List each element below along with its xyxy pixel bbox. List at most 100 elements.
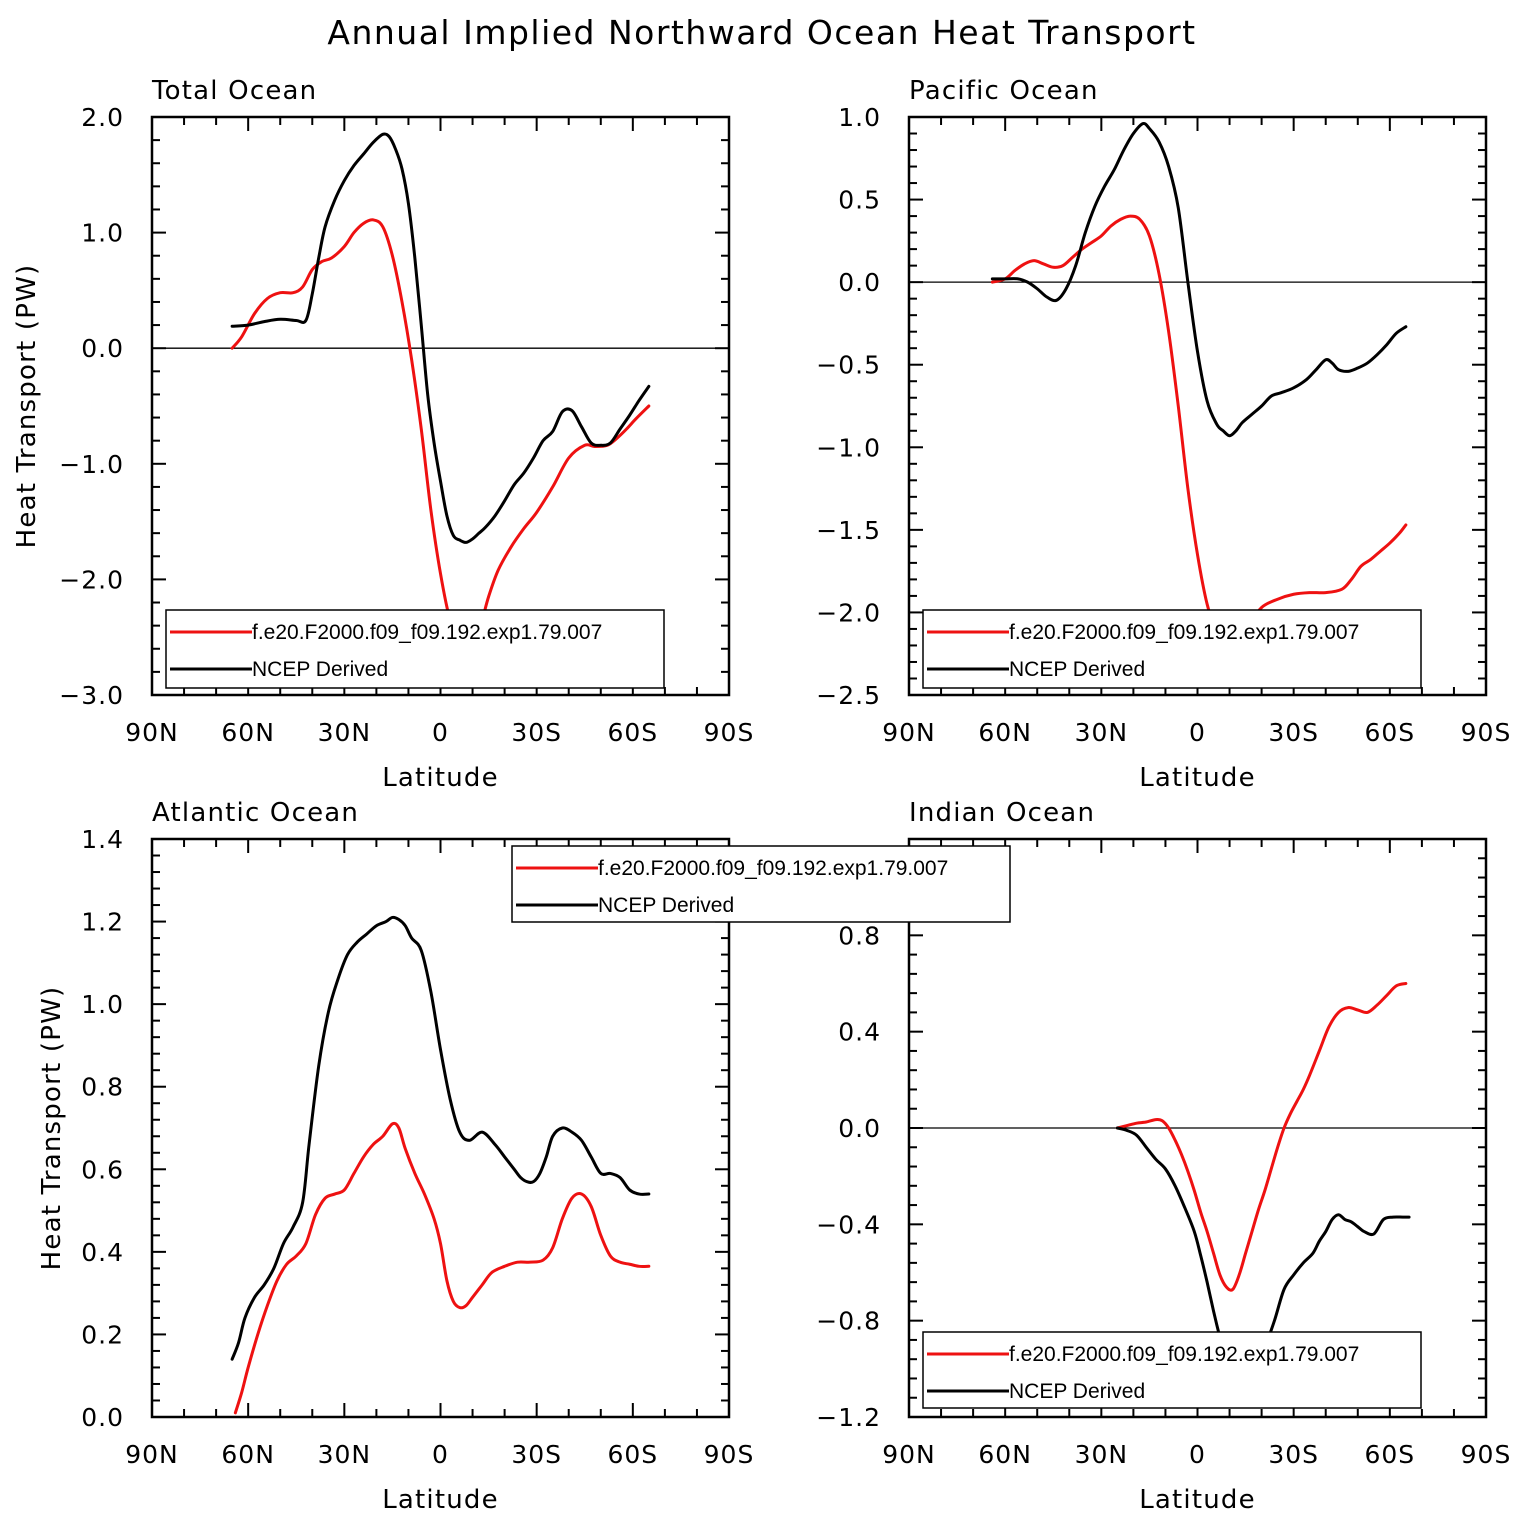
x-tick-label: 60N (978, 1440, 1032, 1469)
ncep-series-line-atlantic (230, 915, 651, 1361)
y-tick-label: 0.0 (81, 1403, 124, 1432)
x-axis-label-pacific: Latitude (1139, 763, 1256, 793)
y-tick-label: −1.5 (816, 516, 881, 545)
x-tick-label: 30S (1268, 1440, 1319, 1469)
x-tick-label: 90N (882, 718, 936, 747)
x-tick-label: 30N (1075, 718, 1129, 747)
x-tick-label: 30N (318, 718, 372, 747)
panel-title-indian: Indian Ocean (909, 798, 1095, 828)
legend-label-ncep: NCEP Derived (1009, 1380, 1145, 1403)
x-tick-label: 90S (1461, 718, 1512, 747)
legend-pacific: f.e20.F2000.f09_f09.192.exp1.79.007 NCEP … (922, 609, 1422, 689)
panel-title-pacific: Pacific Ocean (909, 76, 1099, 106)
legend-box (165, 609, 665, 689)
y-tick-label: 0.0 (838, 268, 881, 297)
y-tick-label: −0.5 (816, 351, 881, 380)
y-tick-label: 0.8 (838, 921, 881, 950)
x-tick-label: 60S (1364, 1440, 1415, 1469)
x-tick-label: 90S (704, 1440, 755, 1469)
y-tick-label: 1.0 (838, 103, 881, 132)
x-tick-label: 60N (221, 1440, 275, 1469)
y-tick-label: 0.2 (81, 1320, 124, 1349)
y-tick-label: −0.4 (816, 1210, 881, 1239)
chart-atlantic: Atlantic Ocean 90N 60N 30N 0 30S 60S 90S 0.0 0.2 0… (37, 798, 755, 1515)
x-tick-label: 60N (978, 718, 1032, 747)
y-axis-label-atlantic: Heat Transport (PW) (37, 986, 67, 1271)
y-tick-label: 0.0 (838, 1114, 881, 1143)
y-tick-label: 1.0 (81, 219, 124, 248)
legend-box (511, 845, 1011, 923)
y-tick-label: 2.0 (81, 103, 124, 132)
y-tick-label: 0.0 (81, 334, 124, 363)
x-tick-label: 90N (882, 1440, 936, 1469)
legend-total: f.e20.F2000.f09_f09.192.exp1.79.007 NCEP … (165, 609, 665, 689)
y-tick-label: −0.8 (816, 1307, 881, 1336)
y-tick-label: −1.0 (59, 450, 124, 479)
x-tick-label: 30S (511, 718, 562, 747)
ncep-series-line-pacific (990, 121, 1408, 438)
y-axis-label-total: Heat Transport (PW) (12, 264, 42, 549)
chart-total: Total Ocean 90N 60N 30N 0 30S 60S 90S −3.0 −2.0 −1… (12, 76, 755, 793)
legend-box (922, 609, 1422, 689)
x-tick-label: 0 (432, 718, 449, 747)
chart-panels: Total Ocean 90N 60N 30N 0 30S 60S 90S −3.0 −2.0 −1… (12, 76, 1512, 1515)
y-tick-label: 0.8 (81, 1073, 124, 1102)
y-tick-label: 0.4 (838, 1018, 881, 1047)
x-tick-label: 0 (1189, 718, 1206, 747)
x-tick-label: 30S (1268, 718, 1319, 747)
plot-frame-total (150, 115, 731, 697)
x-tick-label: 30S (511, 1440, 562, 1469)
legend-label-model: f.e20.F2000.f09_f09.192.exp1.79.007 (598, 857, 948, 880)
panel-title-total: Total Ocean (151, 76, 317, 106)
y-tick-label: −3.0 (59, 681, 124, 710)
x-tick-label: 60S (607, 1440, 658, 1469)
model-series-line-pacific (990, 214, 1408, 649)
legend-label-model: f.e20.F2000.f09_f09.192.exp1.79.007 (1009, 621, 1359, 644)
legend-box (922, 1331, 1422, 1409)
y-tick-label: 1.4 (81, 825, 124, 854)
x-axis-label-atlantic: Latitude (382, 1485, 499, 1515)
legend-label-model: f.e20.F2000.f09_f09.192.exp1.79.007 (252, 621, 602, 644)
model-series-line-atlantic (233, 1121, 651, 1415)
model-series-line-total (230, 218, 651, 646)
x-axis-label-indian: Latitude (1139, 1485, 1256, 1515)
x-tick-label: 0 (432, 1440, 449, 1469)
legend-indian: f.e20.F2000.f09_f09.192.exp1.79.007 NCEP … (922, 1331, 1422, 1409)
plot-frame-indian (907, 837, 1488, 1419)
y-tick-label: 0.6 (81, 1155, 124, 1184)
y-tick-label: −1.2 (816, 1403, 881, 1432)
figure-title: Annual Implied Northward Ocean Heat Tran… (327, 13, 1196, 52)
x-tick-label: 0 (1189, 1440, 1206, 1469)
y-tick-label: 1.0 (81, 990, 124, 1019)
x-axis-label-total: Latitude (382, 763, 499, 793)
y-tick-label: 0.4 (81, 1238, 124, 1267)
x-tick-label: 60S (607, 718, 658, 747)
legend-label-ncep: NCEP Derived (598, 894, 734, 917)
x-tick-label: 60N (221, 718, 275, 747)
legend-label-ncep: NCEP Derived (1009, 658, 1145, 681)
y-tick-label: −2.0 (816, 598, 881, 627)
y-tick-label: 1.2 (81, 908, 124, 937)
x-tick-label: 30N (318, 1440, 372, 1469)
x-tick-label: 90N (125, 1440, 179, 1469)
y-tick-label: −1.0 (816, 433, 881, 462)
x-tick-label: 60S (1364, 718, 1415, 747)
x-tick-label: 30N (1075, 1440, 1129, 1469)
x-tick-label: 90S (1461, 1440, 1512, 1469)
y-tick-label: −2.5 (816, 681, 881, 710)
plot-frame-atlantic (150, 837, 731, 1419)
y-tick-label: 0.5 (838, 186, 881, 215)
legend-label-ncep: NCEP Derived (252, 658, 388, 681)
ncep-series-line-total (230, 132, 651, 544)
chart-indian: Indian Ocean 90N 60N 30N 0 30S 60S 90S −1.2 −0.8 −… (816, 798, 1512, 1515)
plot-frame-pacific (907, 115, 1488, 697)
x-tick-label: 90S (704, 718, 755, 747)
legend-label-model: f.e20.F2000.f09_f09.192.exp1.79.007 (1009, 1343, 1359, 1366)
chart-pacific: Pacific Ocean 90N 60N 30N 0 30S 60S 90S −2.5 −2.0… (816, 76, 1512, 793)
legend-atlantic: f.e20.F2000.f09_f09.192.exp1.79.007 NCEP … (511, 845, 1011, 923)
x-tick-label: 90N (125, 718, 179, 747)
model-series-line-indian (1115, 982, 1408, 1292)
y-tick-label: −2.0 (59, 565, 124, 594)
